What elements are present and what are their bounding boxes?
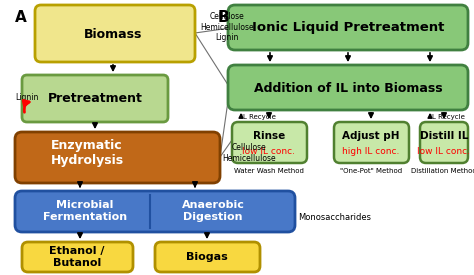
Text: IL Recycle: IL Recycle <box>430 114 465 120</box>
Text: IL Recycle: IL Recycle <box>241 114 276 120</box>
Text: Lignin: Lignin <box>15 92 38 101</box>
Text: Enzymatic
Hydrolysis: Enzymatic Hydrolysis <box>50 139 124 167</box>
FancyBboxPatch shape <box>35 5 195 62</box>
Text: Ionic Liquid Pretreatment: Ionic Liquid Pretreatment <box>252 21 444 34</box>
FancyBboxPatch shape <box>22 75 168 122</box>
FancyBboxPatch shape <box>232 122 307 163</box>
FancyBboxPatch shape <box>420 122 468 163</box>
Text: Monosaccharides: Monosaccharides <box>298 213 371 222</box>
FancyBboxPatch shape <box>15 132 220 183</box>
FancyBboxPatch shape <box>228 65 468 110</box>
Text: Cellulose
Hemicellulose
Lignin: Cellulose Hemicellulose Lignin <box>200 12 254 42</box>
Text: Rinse: Rinse <box>253 131 285 141</box>
Text: Cellulose
Hemicellulose: Cellulose Hemicellulose <box>222 143 275 163</box>
Text: Water Wash Method: Water Wash Method <box>234 168 304 174</box>
FancyBboxPatch shape <box>155 242 260 272</box>
Text: Ethanol /
Butanol: Ethanol / Butanol <box>49 246 105 268</box>
Text: Distillation Method: Distillation Method <box>411 168 474 174</box>
Text: Microbial
Fermentation: Microbial Fermentation <box>43 200 127 222</box>
Text: A: A <box>15 10 27 25</box>
Text: B: B <box>218 10 229 25</box>
FancyBboxPatch shape <box>22 242 133 272</box>
Text: high IL conc.: high IL conc. <box>342 147 400 155</box>
Text: Anaerobic
Digestion: Anaerobic Digestion <box>182 200 245 222</box>
Text: Biomass: Biomass <box>84 28 142 40</box>
FancyBboxPatch shape <box>334 122 409 163</box>
Text: Pretreatment: Pretreatment <box>47 92 143 106</box>
Text: Addition of IL into Biomass: Addition of IL into Biomass <box>254 81 442 95</box>
FancyBboxPatch shape <box>15 191 295 232</box>
Text: low IL conc.: low IL conc. <box>243 147 295 155</box>
Text: Biogas: Biogas <box>186 252 228 262</box>
Text: low IL conc.: low IL conc. <box>418 147 471 155</box>
Text: "One-Pot" Method: "One-Pot" Method <box>340 168 402 174</box>
Text: Distill IL: Distill IL <box>420 131 468 141</box>
FancyBboxPatch shape <box>228 5 468 50</box>
Text: Adjust pH: Adjust pH <box>342 131 400 141</box>
